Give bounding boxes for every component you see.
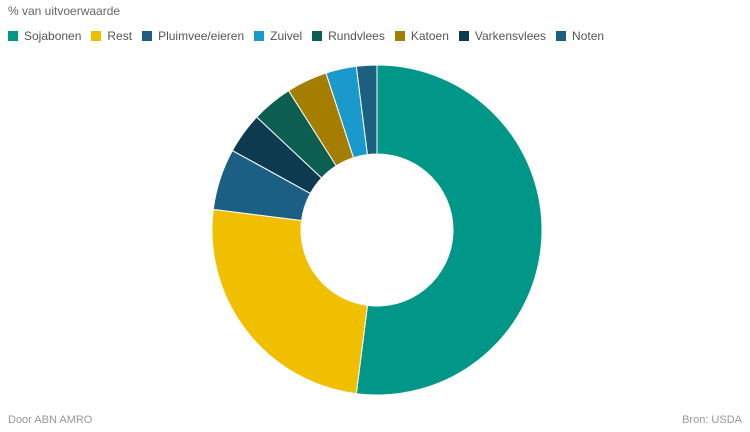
legend-swatch — [254, 31, 265, 41]
credit-text: Door ABN AMRO — [8, 414, 93, 426]
legend-swatch — [458, 31, 469, 41]
legend-label: Sojabonen — [24, 29, 82, 43]
legend-label: Pluimvee/eieren — [158, 29, 245, 43]
legend-label: Rest — [107, 29, 133, 43]
source-text: Bron: USDA — [682, 414, 742, 426]
legend-item-katoen[interactable]: Katoen — [394, 29, 449, 43]
legend-swatch — [394, 31, 405, 41]
legend-label: Zuivel — [270, 29, 303, 43]
slice-rest[interactable] — [211, 208, 369, 395]
legend-swatch — [91, 31, 102, 41]
slice-sojabonen[interactable] — [355, 64, 543, 396]
legend-item-rest[interactable]: Rest — [91, 29, 132, 43]
legend-label: Katoen — [410, 29, 449, 43]
legend-label: Varkensvlees — [474, 29, 547, 43]
legend-item-rundvlees[interactable]: Rundvlees — [312, 29, 385, 43]
slice-noten[interactable] — [355, 64, 378, 156]
legend-swatch — [142, 31, 153, 41]
legend-item-pluimvee-eieren[interactable]: Pluimvee/eieren — [142, 29, 244, 43]
legend-item-zuivel[interactable]: Zuivel — [254, 29, 302, 43]
chart-legend: Sojabonen Rest Pluimvee/eieren Zuivel Rundvl… — [8, 29, 614, 43]
legend-label: Noten — [572, 29, 605, 43]
legend-swatch — [8, 31, 18, 41]
legend-label: Rundvlees — [328, 29, 385, 43]
legend-swatch — [556, 31, 567, 41]
legend-item-varkensvlees[interactable]: Varkensvlees — [458, 29, 547, 43]
chart-subtitle: % van uitvoerwaarde — [8, 4, 121, 18]
legend-item-noten[interactable]: Noten — [556, 29, 604, 43]
legend-swatch — [312, 31, 323, 41]
legend-item-sojabonen[interactable]: Sojabonen — [8, 29, 81, 43]
